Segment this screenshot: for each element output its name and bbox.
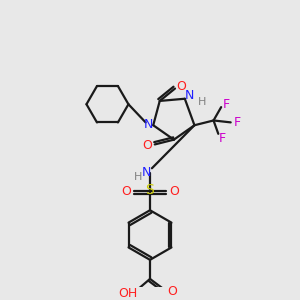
Text: O: O (177, 80, 187, 93)
Text: F: F (222, 98, 230, 111)
Text: N: N (142, 166, 151, 178)
Text: N: N (144, 118, 153, 131)
Text: S: S (146, 183, 154, 197)
Text: O: O (121, 185, 131, 198)
Text: H: H (134, 172, 143, 182)
Text: O: O (169, 185, 179, 198)
Text: H: H (198, 97, 206, 106)
Text: OH: OH (118, 287, 138, 300)
Text: F: F (218, 132, 226, 145)
Text: F: F (234, 116, 241, 129)
Text: N: N (185, 89, 194, 102)
Text: O: O (167, 285, 177, 298)
Text: O: O (142, 139, 152, 152)
